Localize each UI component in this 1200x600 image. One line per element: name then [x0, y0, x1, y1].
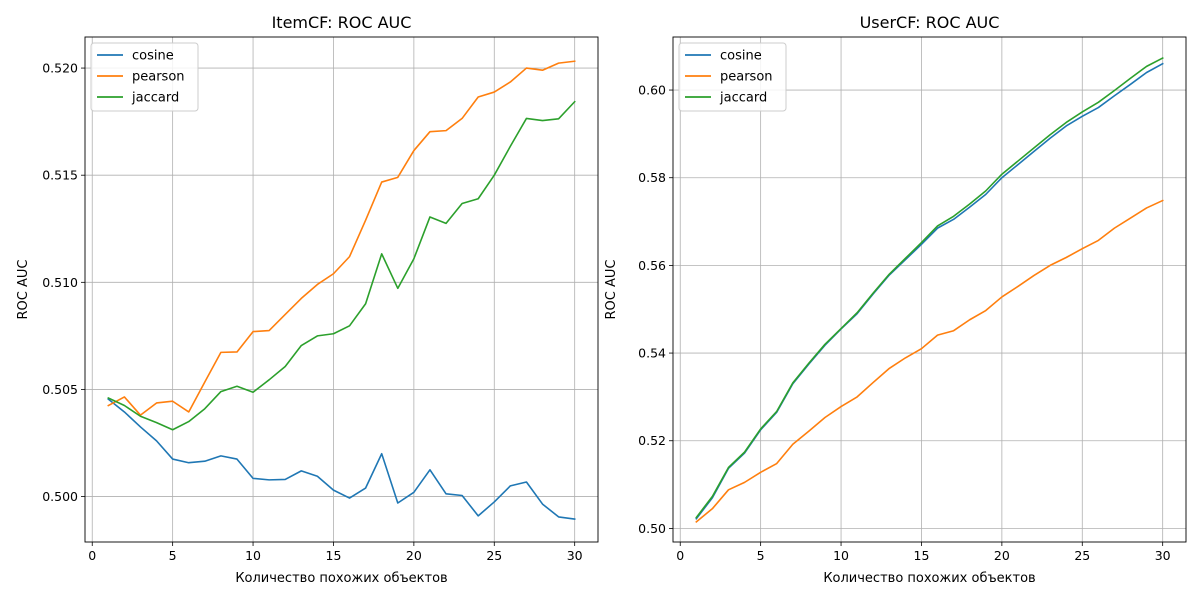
series-line-pearson: [695, 199, 1164, 523]
y-tick-label: 0.52: [638, 433, 666, 448]
legend-label-pearson: pearson: [132, 70, 185, 85]
x-tick-label: 10: [245, 548, 261, 563]
legend-box: [90, 42, 199, 112]
legend: cosine pearson jaccard: [90, 42, 199, 112]
y-tick-label: 0.60: [638, 83, 666, 98]
x-axis-label: Количество похожих объектов: [235, 571, 447, 586]
x-axis-label: Количество похожих объектов: [823, 571, 1035, 586]
y-tick-label: 0.520: [42, 61, 78, 76]
chart-panel-2: 0 5 10 15 20 25 30 0.50 0.52 0.54 0.56 0.58 0.60 User…: [604, 13, 1187, 586]
y-tick-label: 0.515: [42, 168, 78, 183]
y-axis-label: ROC AUC: [604, 260, 619, 320]
x-tick-label: 30: [567, 548, 583, 563]
x-tick-label: 15: [326, 548, 342, 563]
x-tick-label: 25: [1074, 548, 1090, 563]
y-tick-label: 0.54: [638, 346, 666, 361]
y-tick-label: 0.510: [42, 275, 78, 290]
y-tick-label: 0.58: [638, 170, 666, 185]
chart-title: ItemCF: ROC AUC: [272, 13, 412, 32]
series-line-jaccard: [695, 56, 1164, 519]
x-tick-label: 5: [169, 548, 177, 563]
series-line-jaccard: [107, 100, 576, 431]
y-tick-label: 0.500: [42, 489, 78, 504]
chart-title: UserCF: ROC AUC: [860, 13, 1000, 32]
x-tick-label: 0: [676, 548, 684, 563]
x-tick-label: 5: [757, 548, 765, 563]
legend: cosine pearson jaccard: [678, 42, 787, 112]
x-tick-label: 25: [486, 548, 502, 563]
x-tick-label: 20: [406, 548, 422, 563]
x-tick-label: 30: [1155, 548, 1171, 563]
x-tick-label: 20: [994, 548, 1010, 563]
legend-label-cosine: cosine: [132, 49, 174, 64]
series-line-cosine: [107, 397, 576, 520]
y-tick-label: 0.50: [638, 521, 666, 536]
chart-panel-1: 0 5 10 15 20 25 30 0.500 0.505 0.510 0.515 0.520 Ite…: [16, 13, 599, 586]
series-line-pearson: [107, 60, 576, 416]
legend-label-cosine: cosine: [720, 49, 762, 64]
axes-frame: [672, 36, 1187, 543]
legend-label-pearson: pearson: [720, 70, 773, 85]
legend-label-jaccard: jaccard: [719, 91, 767, 106]
y-tick-label: 0.505: [42, 382, 78, 397]
x-tick-label: 15: [914, 548, 930, 563]
y-axis-label: ROC AUC: [16, 260, 31, 320]
x-tick-label: 10: [833, 548, 849, 563]
legend-label-jaccard: jaccard: [131, 91, 179, 106]
axes-frame: [84, 36, 599, 543]
legend-box: [678, 42, 787, 112]
x-tick-label: 0: [88, 548, 96, 563]
y-tick-label: 0.56: [638, 258, 666, 273]
